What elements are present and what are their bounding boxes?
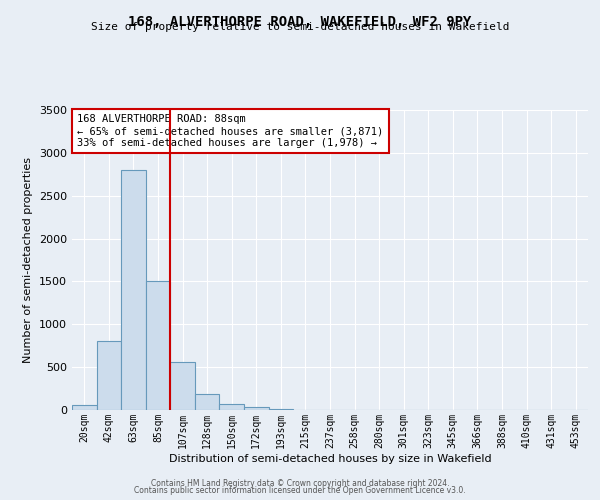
Text: 168, ALVERTHORPE ROAD, WAKEFIELD, WF2 9PY: 168, ALVERTHORPE ROAD, WAKEFIELD, WF2 9P… (128, 15, 472, 29)
Bar (121, 170, 146, 410)
X-axis label: Distribution of semi-detached houses by size in Wakefield: Distribution of semi-detached houses by … (169, 454, 491, 464)
Bar (170, 362, 195, 410)
Text: Contains HM Land Registry data © Crown copyright and database right 2024.: Contains HM Land Registry data © Crown c… (151, 478, 449, 488)
Bar (269, 408, 293, 410)
Text: Contains public sector information licensed under the Open Government Licence v3: Contains public sector information licen… (134, 486, 466, 495)
Bar (97, 340, 121, 410)
Bar (146, 282, 170, 410)
Y-axis label: Number of semi-detached properties: Number of semi-detached properties (23, 157, 34, 363)
Bar (195, 394, 220, 410)
Bar (72, 406, 97, 410)
Text: Size of property relative to semi-detached houses in Wakefield: Size of property relative to semi-detach… (91, 22, 509, 32)
Bar (220, 404, 244, 410)
Bar (244, 408, 269, 410)
Text: 168 ALVERTHORPE ROAD: 88sqm
← 65% of semi-detached houses are smaller (3,871)
33: 168 ALVERTHORPE ROAD: 88sqm ← 65% of sem… (77, 114, 383, 148)
